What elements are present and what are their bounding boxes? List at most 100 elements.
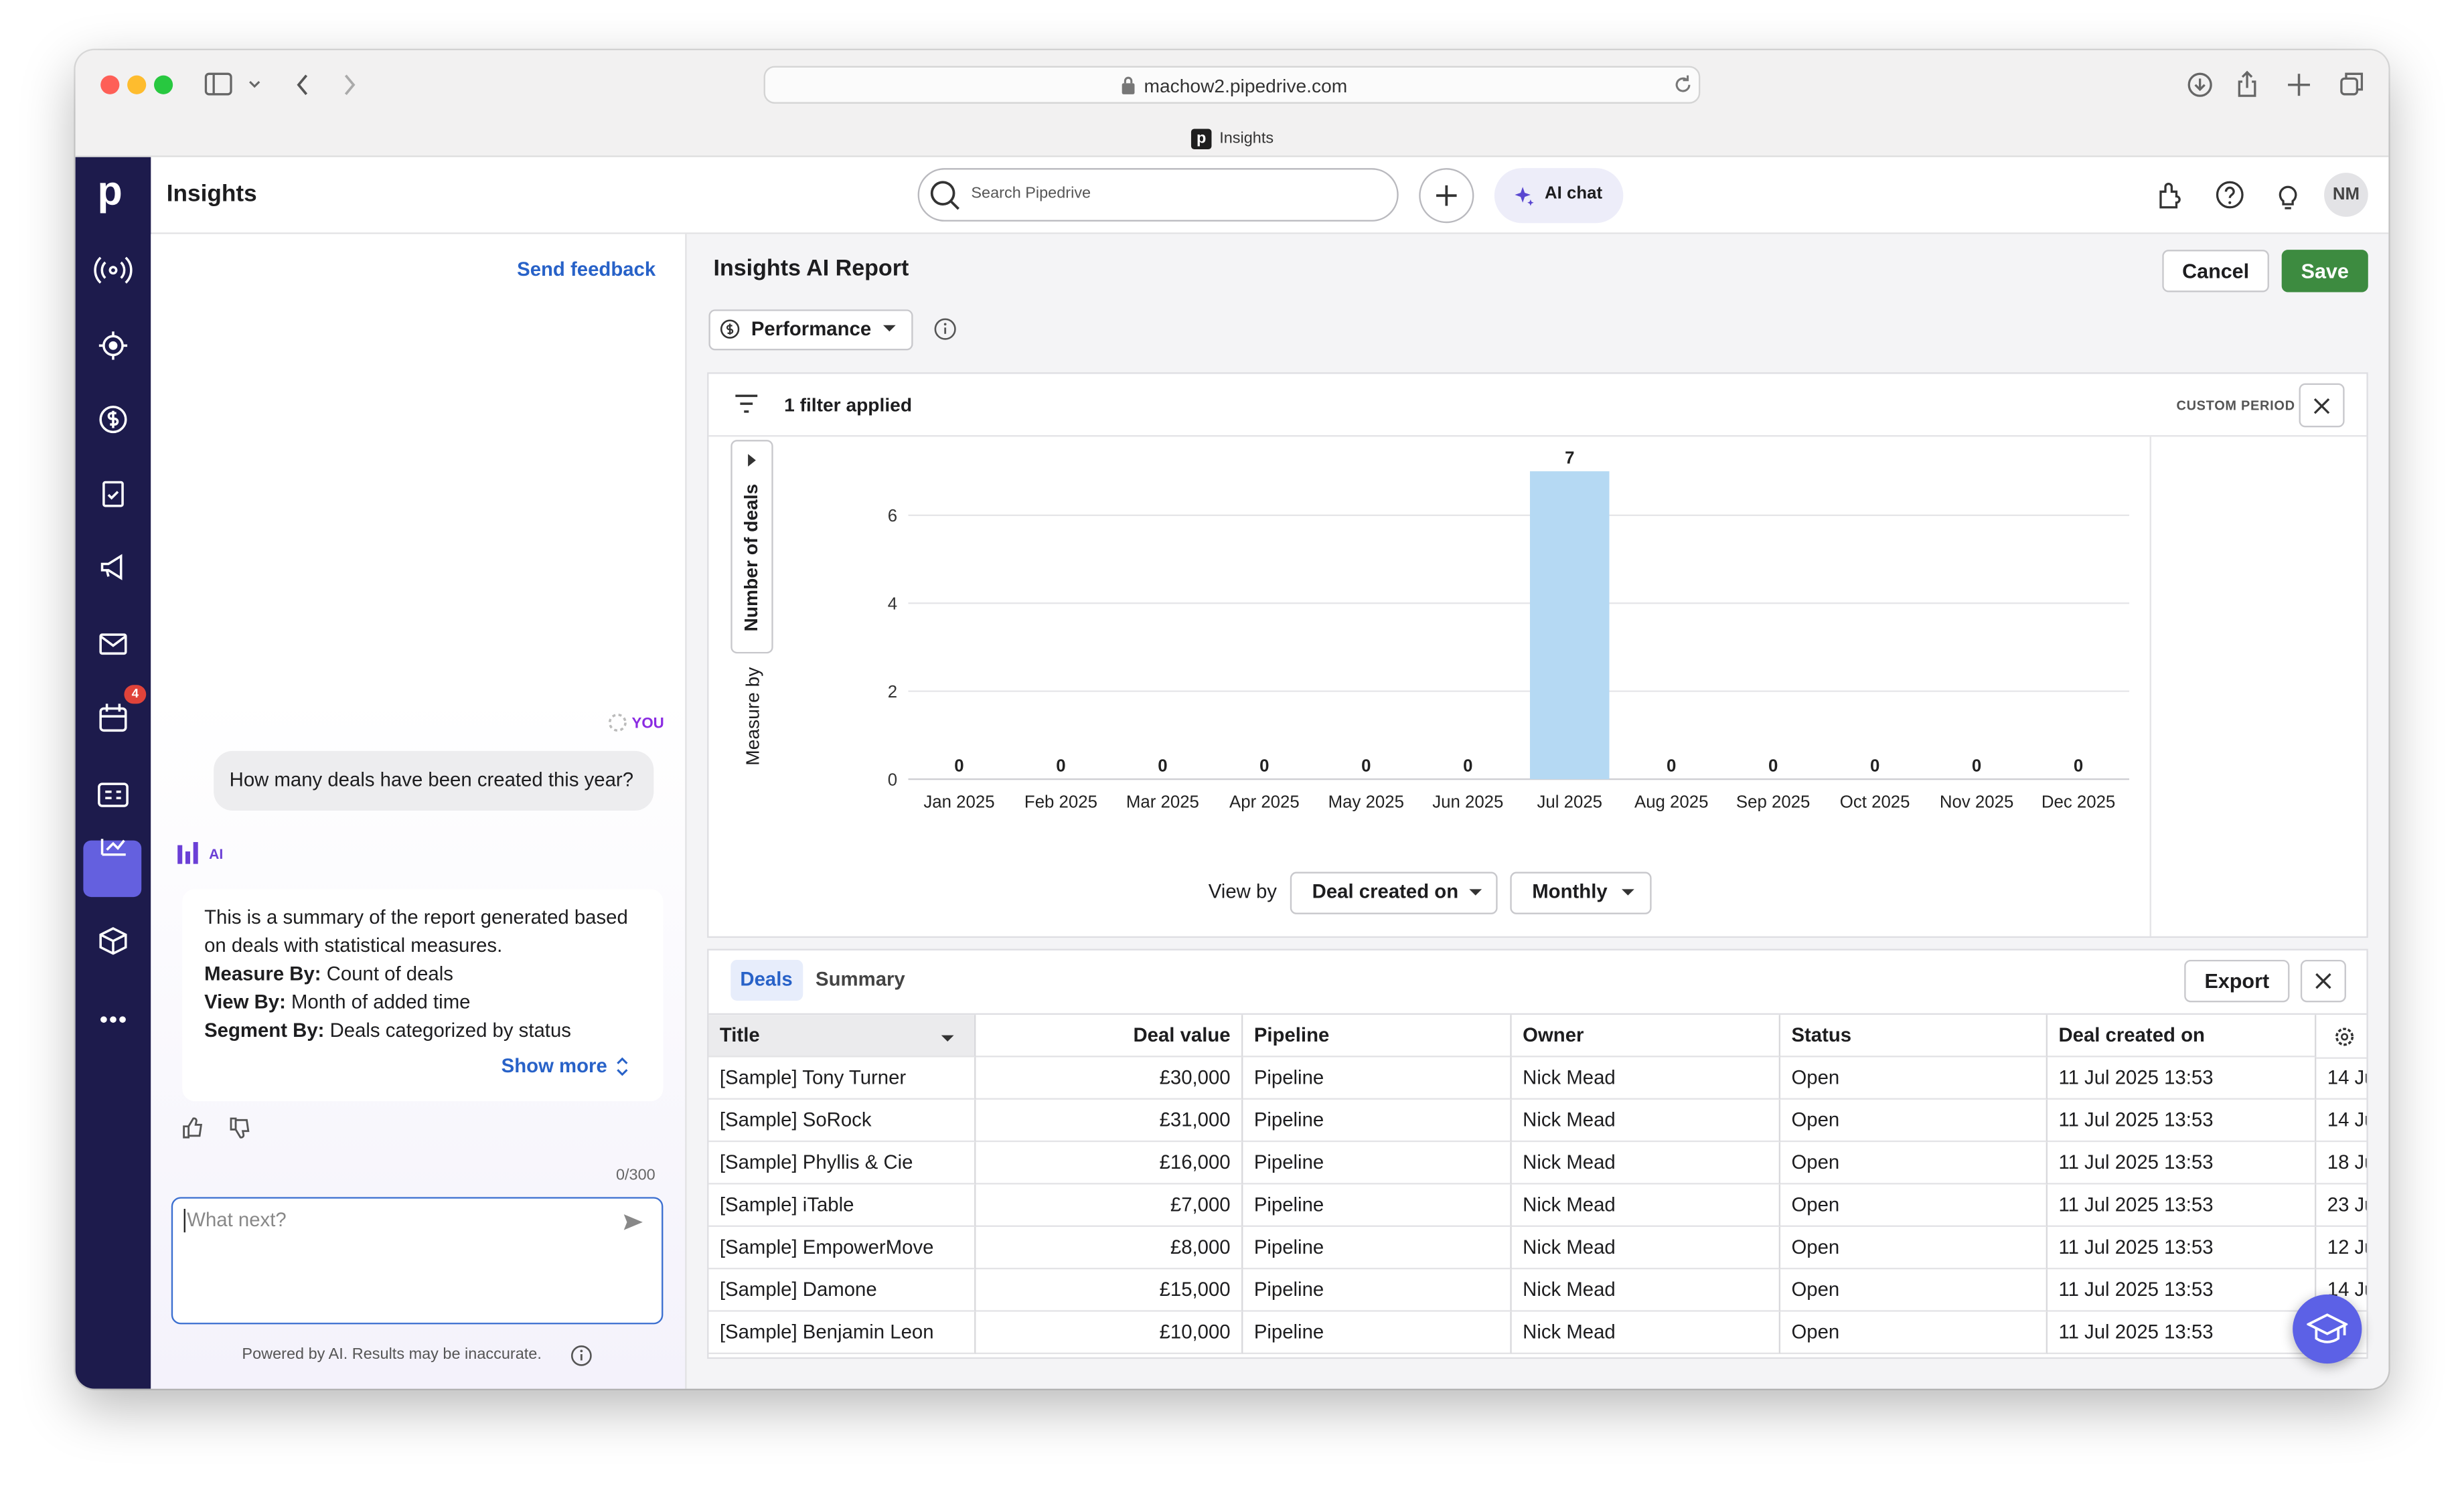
lock-icon (1122, 76, 1135, 94)
question-text: How many deals have been created this ye… (229, 768, 634, 791)
close-icon (2313, 398, 2330, 414)
divider (2149, 436, 2151, 936)
app-logo[interactable]: p (97, 167, 123, 215)
input-placeholder: What next? (183, 1208, 287, 1233)
reload-icon[interactable] (1672, 74, 1694, 96)
summary-item-text: Count of deals (321, 963, 453, 985)
close-table-button[interactable] (2300, 959, 2346, 1003)
x-tick-label: Jan 2025 (923, 793, 994, 811)
url-bar[interactable] (763, 66, 1701, 104)
close-dot[interactable] (100, 75, 120, 94)
sidebar-icons[interactable] (91, 248, 135, 1040)
tab-title[interactable]: Insights (1219, 130, 1274, 148)
performance-label: Performance (751, 318, 872, 341)
table-cell: Nick Mead (1511, 1269, 1781, 1312)
summary-text: This is a summary of the report generate… (204, 903, 651, 1044)
sidebar (75, 157, 151, 1389)
value-label: 0 (1972, 756, 1981, 775)
url: machow2.pipedrive.com (1144, 75, 1348, 98)
y-tick-label: 0 (888, 770, 897, 789)
summary-item-label: Measure By: (204, 963, 321, 985)
chevron-icon (617, 1057, 628, 1076)
info-icon[interactable] (570, 1345, 593, 1367)
ai-chat-button[interactable] (1494, 168, 1624, 224)
cancel-button[interactable]: Cancel (2162, 250, 2269, 293)
value-label: 0 (1667, 756, 1676, 775)
save-button[interactable]: Save (2281, 250, 2368, 293)
x-tick-label: Oct 2025 (1840, 793, 1910, 811)
currency-icon (720, 319, 740, 339)
close-icon (2315, 973, 2331, 989)
minimize-dot[interactable] (127, 75, 147, 94)
active-nav[interactable] (83, 840, 142, 898)
active-tab[interactable] (730, 959, 803, 1001)
chat-input[interactable] (171, 1197, 664, 1325)
ai-icon (177, 841, 198, 864)
divider (708, 435, 2367, 437)
export-button[interactable]: Export (2184, 959, 2290, 1003)
add-button[interactable] (1419, 168, 1474, 224)
ai-chat-label: AI chat (1545, 184, 1603, 203)
tab-summary[interactable]: Summary (816, 968, 905, 991)
table-cell: Open (1780, 1226, 2048, 1270)
filter-icon[interactable] (734, 393, 759, 415)
show-more[interactable]: Show more (501, 1054, 607, 1077)
performance-dropdown[interactable] (708, 309, 913, 351)
summary-item: View By: Month of added time (204, 988, 651, 1016)
caret (1622, 889, 1634, 896)
summary-item-text: Month of added time (285, 991, 471, 1013)
bar (1529, 471, 1610, 780)
zoom-dot[interactable] (153, 75, 173, 94)
filter-label[interactable]: 1 filter applied (784, 394, 913, 416)
interval: Monthly (1532, 880, 1608, 903)
x-tick-label: Nov 2025 (1940, 793, 2013, 811)
table-cell: £30,000 (976, 1057, 1243, 1100)
table-cell: 11 Jul 2025 13:53 (2048, 1184, 2317, 1227)
x-tick-label: Jun 2025 (1432, 793, 1503, 811)
table-cell: 11 Jul 2025 13:53 (2048, 1269, 2317, 1312)
chat-panel (151, 234, 687, 1389)
feedback-icons[interactable] (181, 1115, 259, 1141)
header-icons[interactable] (2156, 179, 2313, 211)
view-field-dropdown[interactable] (1290, 872, 1498, 914)
summary-item: Measure By: Count of deals (204, 960, 651, 988)
toolbar-icons[interactable] (2184, 69, 2373, 100)
chart: 0 2 4 6 Jan 2025 0 Feb 2025 0 Mar 2025 0 Apr 2025 0… (888, 448, 2130, 811)
window-controls[interactable] (201, 69, 374, 100)
table-cell: Open (1780, 1184, 2048, 1227)
send-icon[interactable] (622, 1211, 644, 1233)
settings-icon[interactable] (2333, 1026, 2356, 1048)
close-filter-button[interactable] (2299, 383, 2345, 428)
tab-deals[interactable]: Deals (740, 968, 793, 991)
x-tick-label: Mar 2025 (1126, 793, 1199, 811)
column-header: Owner (1511, 1015, 1781, 1058)
x-tick-label: Dec 2025 (2042, 793, 2115, 811)
column-header: Title (708, 1015, 976, 1058)
search-icon (930, 181, 959, 210)
y-tick-label: 6 (888, 507, 897, 525)
value-label: 0 (954, 756, 964, 775)
avatar[interactable]: NM (2324, 173, 2368, 217)
table-cell: Pipeline (1243, 1226, 1512, 1270)
plus-icon (1436, 185, 1457, 206)
table-cell: 23 Ju (2316, 1185, 2367, 1227)
column-header: Deal value (976, 1015, 1243, 1058)
value-label: 0 (1361, 756, 1371, 775)
user-icon (608, 714, 627, 732)
summary-box (182, 889, 664, 1102)
send-feedback[interactable]: Send feedback (517, 258, 656, 280)
table-cell: [Sample] SoRock (708, 1099, 976, 1143)
info-icon[interactable] (933, 317, 957, 341)
table-cell: Open (1780, 1269, 2048, 1312)
gear-hub (2341, 1033, 2349, 1041)
table-cell: Open (1780, 1311, 2048, 1355)
help-button[interactable] (2293, 1294, 2362, 1364)
table-cell: Nick Mead (1511, 1226, 1781, 1270)
value-label: 0 (1056, 756, 1065, 775)
x-tick-label: Apr 2025 (1229, 793, 1300, 811)
column-header: Deal created on (2048, 1015, 2317, 1058)
measure-selector[interactable] (730, 440, 773, 654)
search-box[interactable] (917, 168, 1399, 222)
value-label: 7 (1565, 448, 1574, 467)
